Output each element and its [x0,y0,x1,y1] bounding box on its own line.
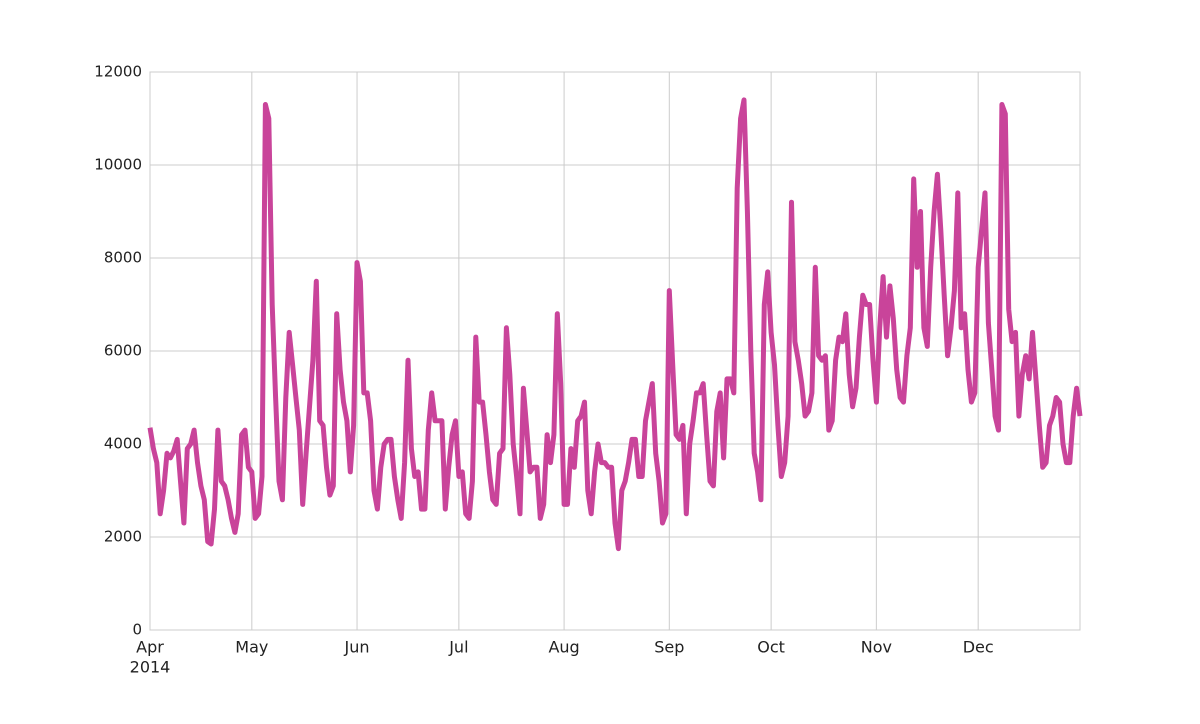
plot-frame [149,71,1081,631]
x-tick-label: Apr [136,638,164,657]
y-tick-label: 4000 [104,435,142,453]
x-tick-label: Jul [448,638,468,657]
x-tick-label: May [235,638,268,657]
y-tick-label: 8000 [104,249,142,267]
y-tick-label: 12000 [94,63,142,81]
y-tick-label: 10000 [94,156,142,174]
x-tick-label: Sep [654,638,684,657]
x-tick-sublabel: 2014 [130,658,171,677]
x-tick-label: Aug [548,638,579,657]
data-line [147,97,1083,552]
x-tick-label: Dec [963,638,994,657]
y-tick-label: 6000 [104,342,142,360]
x-tick-label: Nov [861,638,892,657]
x-tick-label: Jun [344,638,370,657]
y-tick-label: 0 [132,621,142,639]
y-tick-label: 2000 [104,528,142,546]
x-tick-label: Oct [757,638,785,657]
